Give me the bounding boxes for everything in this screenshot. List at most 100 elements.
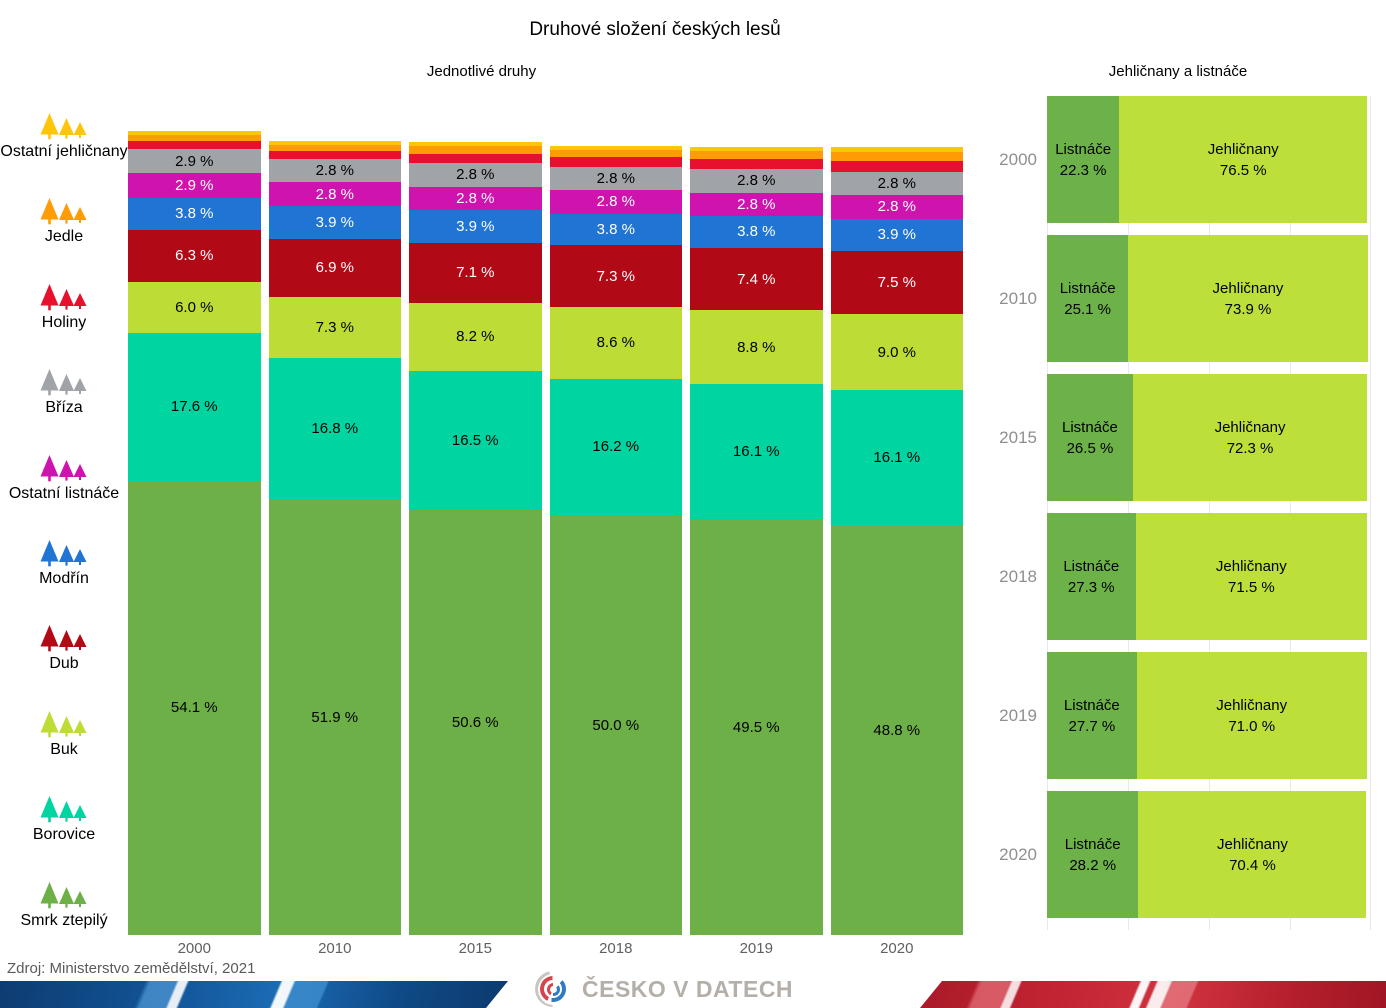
bar-row-2018: Listnáče 27.3 % Jehličnany 71.5 %: [1047, 513, 1368, 640]
segment-value-label: 26.5 %: [1066, 439, 1114, 457]
segment-value-label: 50.6 %: [451, 714, 499, 731]
segment-jehlicnany-2010: Jehličnany 73.9 %: [1128, 235, 1368, 362]
segment-ostatni-listnace: 2.8 %: [268, 182, 401, 206]
page-title: Druhové složení českých lesů: [529, 19, 781, 40]
segment-name-label: Jehličnany: [1214, 418, 1286, 436]
segment-dub: 7.5 %: [830, 251, 963, 315]
segment-listnace-2018: Listnáče 27.3 %: [1047, 513, 1136, 640]
segment-ostatni-jehlicnany: [268, 141, 401, 145]
footer-banner-red: [920, 981, 1386, 1008]
bar-2020: 48.8 % 16.1 % 9.0 % 7.5 % 3.9 % 2.8 % 2.8 %: [830, 147, 963, 935]
segment-borovice: 17.6 %: [128, 332, 261, 481]
segment-value-label: 2.9 %: [175, 176, 214, 194]
segment-modrin: 3.9 %: [830, 218, 963, 252]
bar-2000: 54.1 % 17.6 % 6.0 % 6.3 % 3.8 % 2.9 % 2.9 %: [128, 131, 261, 935]
tree-icon: [40, 796, 87, 823]
segment-jedle: [268, 144, 401, 152]
segment-value-label: 22.3 %: [1059, 161, 1107, 179]
segment-value-label: 2.8 %: [596, 193, 635, 211]
segment-modrin: 3.8 %: [549, 213, 682, 246]
segment-buk: 8.2 %: [409, 302, 542, 372]
segment-value-label: 3.8 %: [737, 223, 776, 241]
segment-value-label: 3.9 %: [456, 218, 495, 236]
tree-icon: [40, 710, 87, 738]
segment-value-label: 2.9 %: [175, 152, 214, 170]
segment-ostatni-listnace: 2.8 %: [549, 190, 682, 214]
segment-value-label: 8.2 %: [456, 328, 495, 346]
legend-label: Borovice: [32, 826, 96, 844]
segment-dub: 7.3 %: [549, 245, 682, 307]
legend-label: Jedle: [44, 228, 84, 246]
bar-2010: 51.9 % 16.8 % 7.3 % 6.9 % 3.9 % 2.8 % 2.8 %: [268, 141, 401, 935]
segment-value-label: 49.5 %: [732, 718, 780, 736]
segment-holiny: [128, 141, 261, 149]
cesko-v-datech-logo: ČESKO V DATECH: [535, 970, 793, 1008]
segment-holiny: [409, 153, 542, 164]
legend-item-borovice: Borovice: [0, 795, 128, 844]
left-chart-subtitle: Jednotlivé druhy: [426, 63, 537, 80]
segment-dub: 7.4 %: [690, 247, 823, 311]
segment-value-label: 2.8 %: [737, 172, 776, 190]
segment-ostatni-jehlicnany: [409, 142, 542, 147]
segment-jehlicnany-2020: Jehličnany 70.4 %: [1138, 791, 1367, 918]
bar-2019: 49.5 % 16.1 % 8.8 % 7.4 % 3.8 % 2.8 % 2.8 %: [690, 147, 823, 935]
segment-value-label: 72.3 %: [1226, 439, 1274, 457]
segment-value-label: 3.8 %: [175, 205, 214, 223]
tree-icon: [40, 540, 87, 567]
legend-item-modrin: Modřín: [0, 539, 128, 588]
segment-smrk-ztepily: 50.0 %: [549, 515, 682, 935]
segment-value-label: 2.8 %: [456, 166, 495, 184]
segment-value-label: 16.8 %: [311, 419, 359, 437]
segment-ostatni-jehlicnany: [690, 147, 823, 152]
tree-icon: [40, 198, 87, 225]
segment-value-label: 3.9 %: [877, 226, 916, 244]
segment-buk: 9.0 %: [830, 314, 963, 390]
segment-holiny: [549, 157, 682, 167]
year-label-2010: 2010: [999, 288, 1037, 308]
segment-smrk-ztepily: 49.5 %: [690, 519, 823, 935]
segment-name-label: Jehličnany: [1216, 696, 1288, 714]
segment-value-label: 8.8 %: [737, 338, 776, 356]
segment-value-label: 16.5 %: [451, 432, 499, 450]
segment-listnace-2020: Listnáče 28.2 %: [1047, 791, 1139, 918]
segment-modrin: 3.8 %: [128, 197, 261, 230]
segment-value-label: 7.3 %: [315, 318, 354, 336]
segment-name-label: Listnáče: [1059, 279, 1116, 297]
legend-item-jedle: Jedle: [0, 197, 128, 246]
legend-item-briza: Bříza: [0, 368, 128, 417]
x-axis-label-2010: 2010: [318, 940, 352, 957]
bar-row-2000: Listnáče 22.3 % Jehličnany 76.5 %: [1047, 96, 1368, 223]
legend-item-holiny: Holiny: [0, 283, 128, 332]
segment-jedle: [549, 149, 682, 158]
legend-label: Buk: [50, 740, 78, 758]
bar-row-2010: Listnáče 25.1 % Jehličnany 73.9 %: [1047, 235, 1368, 362]
segment-name-label: Jehličnany: [1216, 835, 1288, 853]
segment-value-label: 7.1 %: [456, 264, 495, 282]
segment-smrk-ztepily: 54.1 %: [128, 480, 261, 935]
tree-icon: [40, 369, 87, 396]
logo-wordmark: ČESKO V DATECH: [582, 975, 794, 1002]
segment-holiny: [830, 160, 963, 172]
x-axis-label-2015: 2015: [458, 940, 492, 957]
segment-value-label: 54.1 %: [170, 699, 218, 717]
segment-smrk-ztepily: 50.6 %: [409, 510, 542, 935]
segment-value-label: 2.8 %: [315, 185, 354, 203]
segment-listnace-2000: Listnáče 22.3 %: [1047, 96, 1120, 223]
segment-value-label: 2.8 %: [877, 198, 916, 216]
segment-value-label: 73.9 %: [1224, 300, 1272, 318]
segment-jedle: [409, 146, 542, 154]
bar-row-2019: Listnáče 27.7 % Jehličnany 71.0 %: [1047, 652, 1367, 779]
segment-briza: 2.9 %: [128, 148, 261, 174]
segment-value-label: 48.8 %: [873, 721, 921, 739]
segment-buk: 8.6 %: [549, 306, 682, 379]
segment-value-label: 16.1 %: [732, 443, 780, 461]
species-stacked-bar-chart: 54.1 % 17.6 % 6.0 % 6.3 % 3.8 % 2.9 % 2.9 % 51.…: [128, 95, 964, 935]
segment-borovice: 16.1 %: [830, 389, 963, 526]
footer-banner-blue: [0, 981, 508, 1008]
segment-briza: 2.8 %: [409, 163, 542, 187]
segment-value-label: 50.0 %: [592, 716, 640, 734]
tree-icon: [40, 625, 87, 652]
legend-label: Modřín: [39, 570, 89, 587]
segment-borovice: 16.8 %: [268, 357, 401, 499]
segment-jehlicnany-2018: Jehličnany 71.5 %: [1135, 513, 1368, 640]
